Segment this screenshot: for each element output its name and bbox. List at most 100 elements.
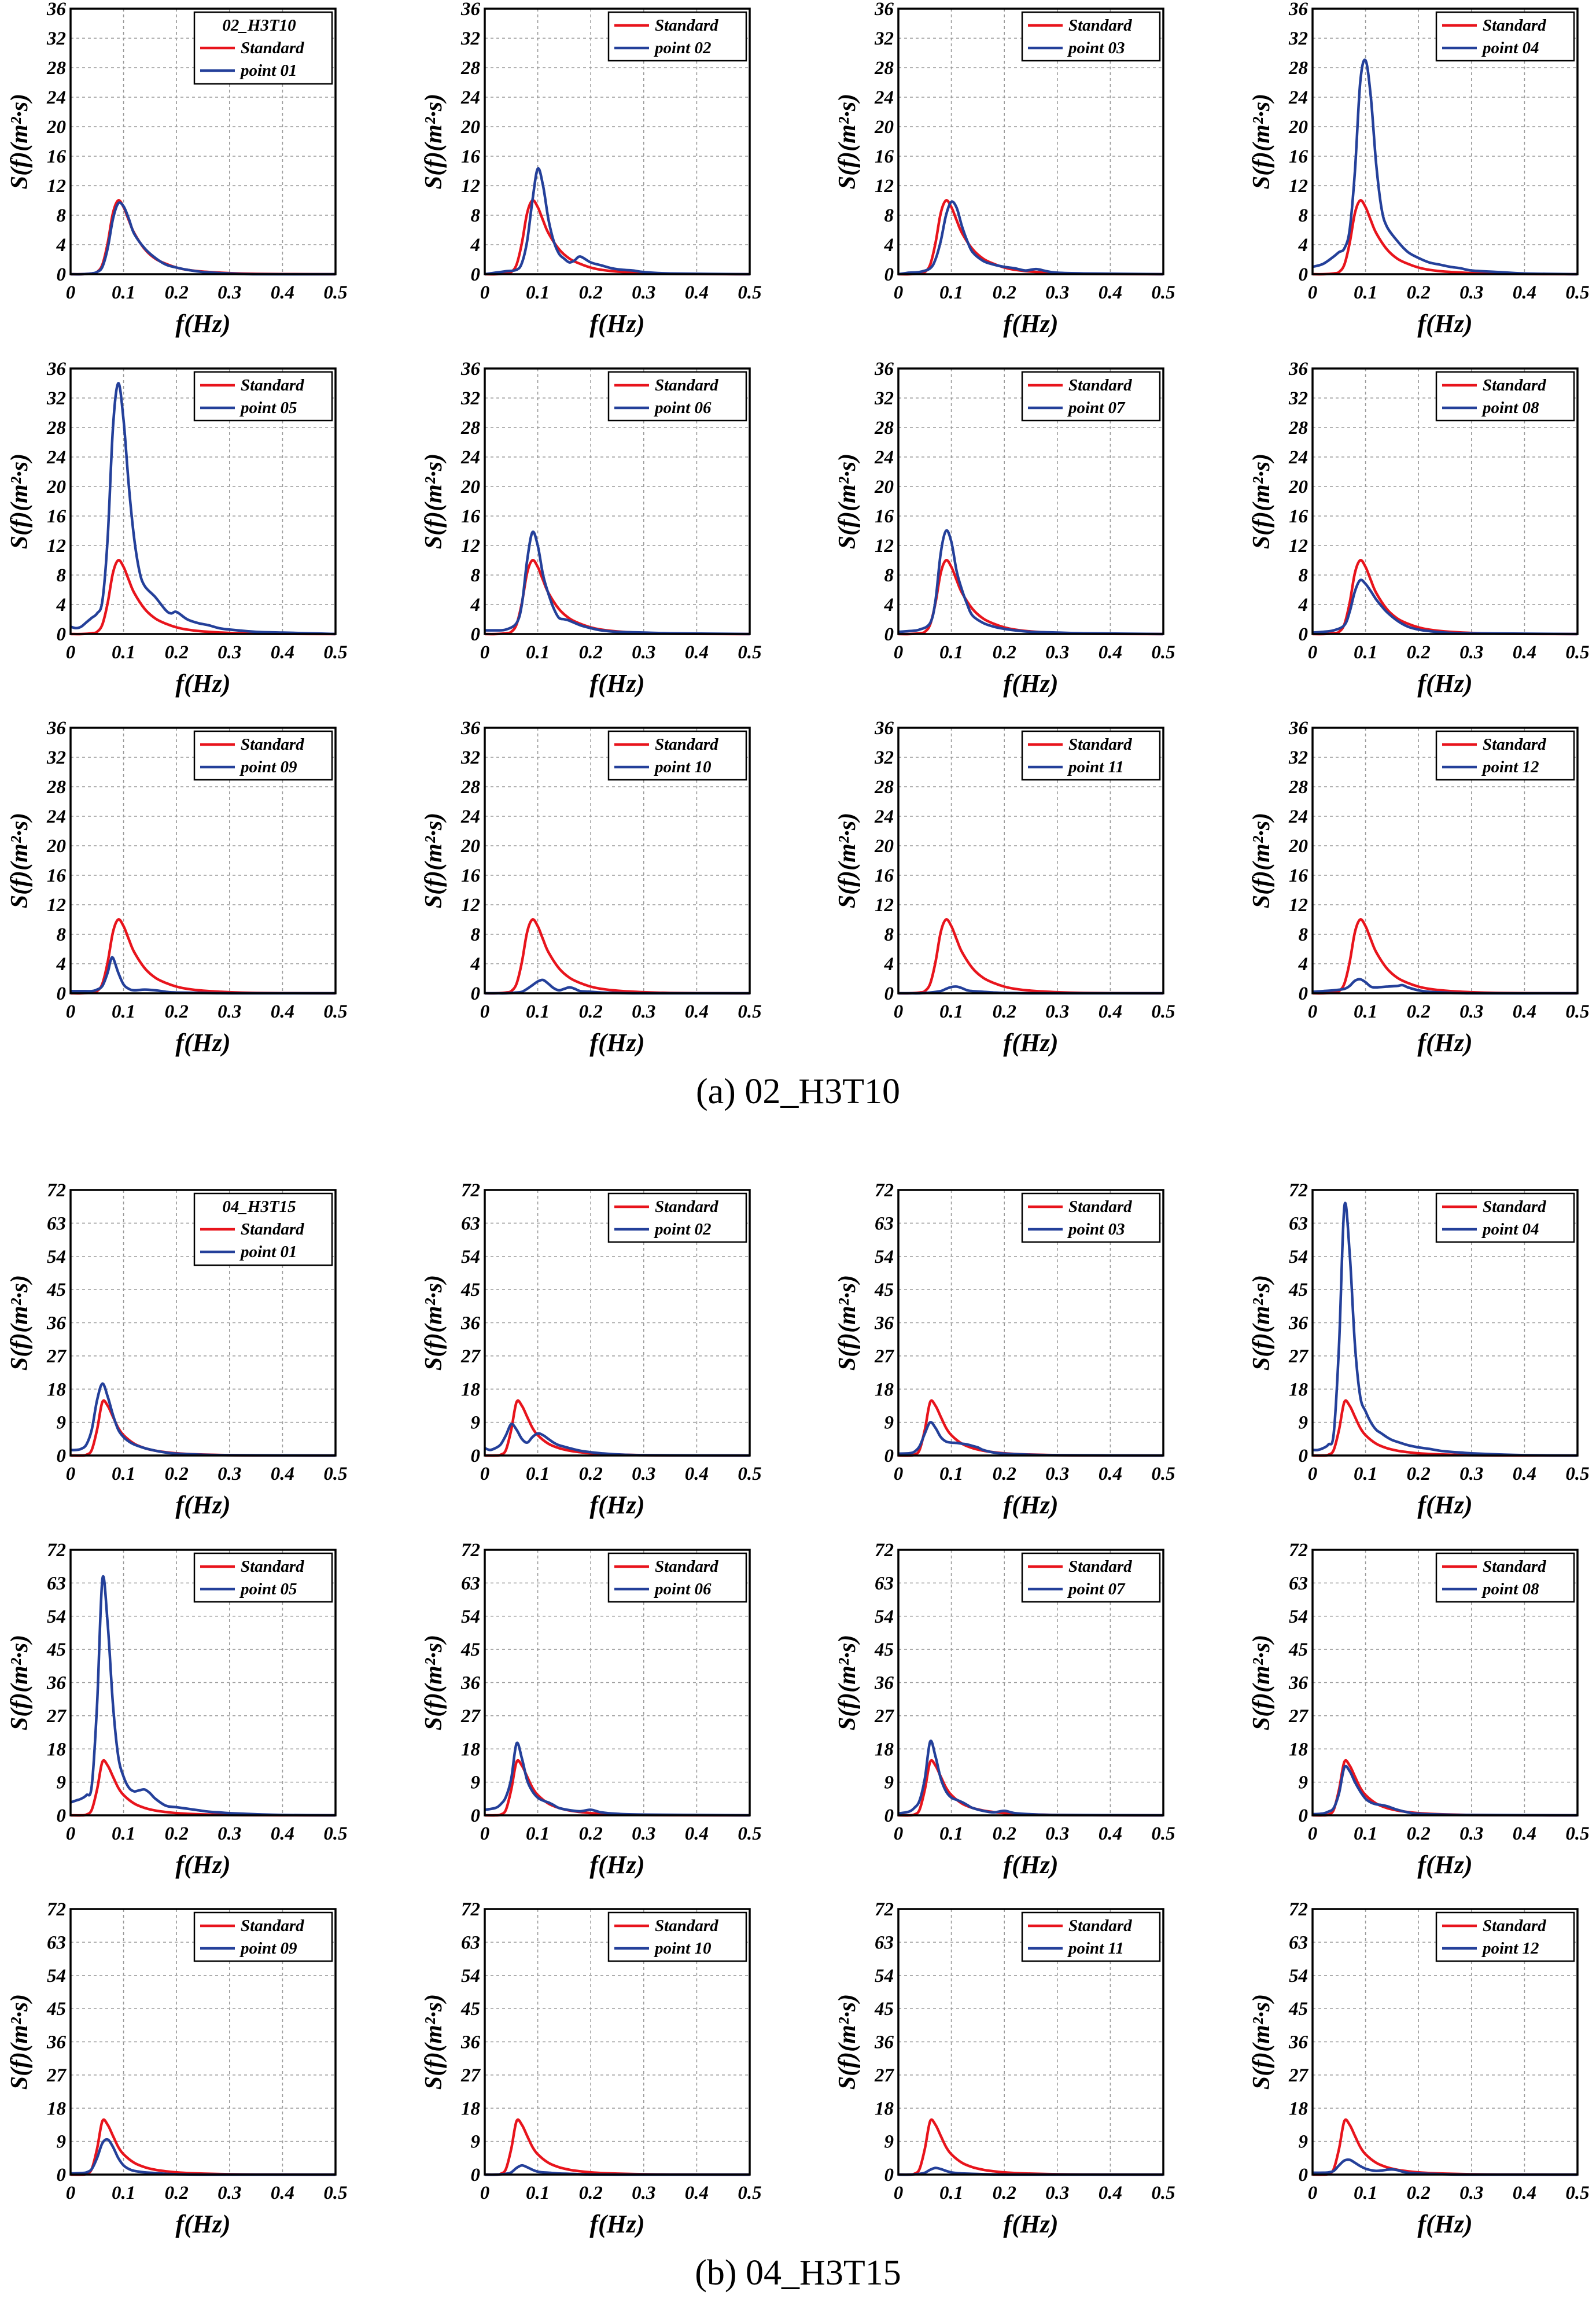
y-tick-label: 36: [460, 718, 481, 739]
legend: Standard point 12: [1435, 730, 1575, 781]
point-series-line: [1312, 1764, 1578, 1817]
x-tick-label: 0.4: [271, 2183, 294, 2203]
x-tick-label: 0.2: [993, 1823, 1016, 1844]
y-tick-label: 27: [46, 1706, 67, 1727]
x-tick-label: 0.5: [1151, 642, 1175, 663]
x-axis-label: f(Hz): [175, 2210, 230, 2238]
legend-box: [1021, 1911, 1161, 1962]
legend-box: [607, 730, 747, 781]
y-tick-label: 0: [471, 1446, 481, 1466]
panel-a-point-11: 0 4 8 12 16 20 24 28 32 36 0 0.1 0.2 0.3 0.4 0.5 f(Hz) S(…: [834, 718, 1175, 1057]
y-tick-label: 20: [1288, 477, 1308, 498]
legend-label-point: point 07: [1067, 399, 1126, 417]
x-axis-label: f(Hz): [1003, 669, 1058, 698]
y-tick-label: 16: [47, 146, 67, 167]
x-axis-label: f(Hz): [175, 309, 230, 338]
y-tick-label: 32: [460, 388, 480, 409]
point-series-line: [898, 200, 1164, 276]
x-tick-label: 0.3: [1045, 1823, 1069, 1844]
y-tick-label: 16: [875, 146, 894, 167]
y-tick-label: 32: [460, 28, 480, 49]
point-series-line: [70, 2138, 336, 2176]
y-tick-label: 72: [461, 1180, 480, 1201]
x-axis-label: f(Hz): [1003, 1491, 1058, 1519]
x-tick-label: 0: [66, 1001, 76, 1022]
y-axis-label: S(f)(m²·s): [834, 1275, 861, 1370]
x-tick-label: 0.4: [685, 2183, 709, 2203]
x-tick-label: 0.4: [1513, 1001, 1536, 1022]
y-tick-label: 72: [47, 1180, 66, 1201]
legend-box: [607, 371, 747, 422]
x-tick-label: 0.3: [1459, 1464, 1483, 1484]
legend-box: [193, 371, 333, 422]
y-tick-label: 54: [461, 1966, 480, 1987]
x-axis-label: f(Hz): [1003, 309, 1058, 338]
legend-label-standard: Standard: [1483, 735, 1546, 754]
point-series-line: [484, 167, 750, 276]
x-tick-label: 0.1: [112, 642, 135, 663]
legend-box: [1435, 1192, 1575, 1243]
y-tick-label: 28: [46, 418, 66, 439]
y-tick-label: 4: [470, 954, 481, 975]
legend-label-standard: Standard: [241, 1557, 304, 1576]
y-tick-label: 28: [874, 777, 894, 798]
y-tick-label: 8: [471, 565, 481, 586]
x-tick-label: 0.1: [939, 642, 963, 663]
legend-label-point: point 05: [239, 399, 297, 417]
plot-frame: [484, 1549, 751, 1816]
x-tick-label: 0.5: [1151, 1464, 1175, 1484]
legend-label-standard: Standard: [1068, 735, 1132, 754]
legend-box: [607, 11, 747, 62]
x-tick-label: 0.4: [271, 1001, 294, 1022]
legend: Standard point 05: [193, 371, 333, 422]
legend: Standard point 06: [607, 1552, 747, 1603]
standard-series-line: [898, 1399, 1164, 1457]
y-tick-label: 54: [875, 1606, 894, 1627]
point-series-line: [898, 1421, 1164, 1457]
standard-series-line: [70, 559, 336, 636]
y-tick-label: 0: [1299, 1805, 1309, 1826]
y-tick-label: 24: [874, 447, 894, 468]
y-tick-label: 20: [874, 117, 894, 138]
plot-frame: [897, 367, 1164, 635]
legend-title: 02_H3T10: [222, 16, 296, 35]
y-tick-label: 20: [46, 836, 66, 857]
legend: Standard point 11: [1021, 1911, 1161, 1962]
y-tick-label: 4: [884, 954, 894, 975]
y-tick-label: 20: [1288, 836, 1308, 857]
y-tick-label: 24: [874, 806, 894, 827]
y-tick-label: 36: [1288, 1313, 1309, 1334]
x-tick-label: 0: [66, 282, 76, 303]
y-tick-label: 12: [47, 176, 66, 197]
legend: 04_H3T15 Standard point 01: [193, 1192, 333, 1266]
y-tick-label: 28: [1288, 418, 1308, 439]
y-tick-label: 27: [1288, 1706, 1309, 1727]
panel-b-point-02: 0 9 18 27 36 45 54 63 72 0 0.1 0.2 0.3 0.4 0.5 f(Hz) S(f…: [421, 1180, 762, 1519]
y-tick-label: 45: [1288, 1999, 1308, 2020]
legend-box: [1021, 1552, 1161, 1603]
y-tick-label: 32: [46, 28, 66, 49]
x-tick-label: 0.2: [993, 1001, 1016, 1022]
panel-b-point-09: 0 9 18 27 36 45 54 63 72 0 0.1 0.2 0.3 0.4 0.5 f(Hz) S(f…: [6, 1899, 348, 2238]
x-tick-label: 0.3: [632, 1464, 655, 1484]
panel-a-point-06: 0 4 8 12 16 20 24 28 32 36 0 0.1 0.2 0.3 0.4 0.5 f(Hz) S(…: [421, 359, 762, 698]
x-tick-label: 0.2: [993, 2183, 1016, 2203]
legend-label-point: point 05: [239, 1580, 297, 1598]
x-tick-label: 0: [894, 2183, 904, 2203]
x-tick-label: 0.1: [939, 1001, 963, 1022]
x-tick-label: 0.1: [112, 1001, 135, 1022]
y-tick-label: 12: [461, 536, 480, 557]
caption-a: (a) 02_H3T10: [696, 1072, 900, 1111]
y-tick-label: 24: [46, 87, 66, 108]
y-tick-label: 12: [47, 536, 66, 557]
y-axis-label: S(f)(m²·s): [1248, 1994, 1275, 2090]
x-tick-label: 0.4: [1513, 1464, 1536, 1484]
x-tick-label: 0.2: [165, 642, 189, 663]
x-tick-label: 0.1: [526, 1001, 550, 1022]
x-tick-label: 0.2: [165, 282, 189, 303]
y-tick-label: 0: [471, 624, 481, 645]
x-tick-label: 0.1: [939, 282, 963, 303]
x-tick-label: 0: [1308, 1464, 1318, 1484]
y-tick-label: 28: [460, 418, 480, 439]
